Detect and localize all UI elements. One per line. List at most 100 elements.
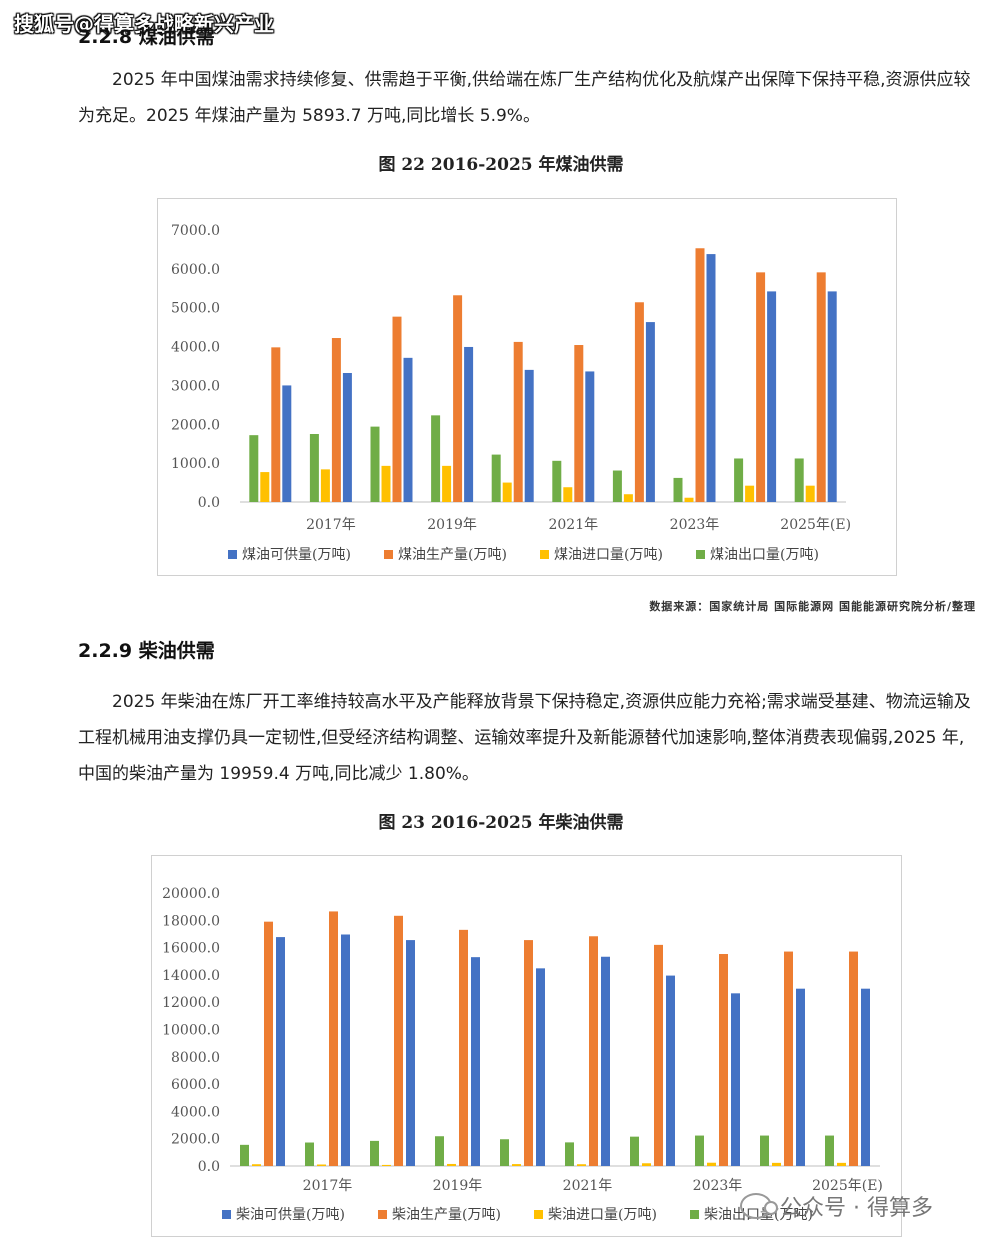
bar-kerosene-s1-c8 [745,485,755,502]
paragraph-kerosene: 2025 年中国煤油需求持续修复、供需趋于平衡,供给端在炼厂生产结构优化及航煤产… [78,70,971,126]
bar-kerosene-s0-c7 [673,477,683,502]
x-tick-label: 2021年 [563,1178,613,1194]
bar-diesel-s1-c7 [707,1162,716,1166]
bar-diesel-s1-c5 [577,1164,586,1166]
x-tick-label: 2019年 [433,1178,483,1194]
bar-kerosene-s3-c4 [524,369,534,502]
bar-diesel-s0-c1 [305,1142,314,1166]
legend-swatch [378,1210,387,1219]
bar-diesel-s1-c9 [837,1162,846,1166]
legend-swatch [534,1210,543,1219]
chart-kerosene-frame: 0.0 1000.0 2000.0 3000.0 4000.0 5000.0 6000.0 7… [157,198,897,576]
bar-diesel-s2-c0 [264,921,273,1166]
bar-diesel-s3-c0 [276,937,285,1166]
y-tick-label: 12000.0 [162,995,220,1011]
bar-kerosene-s1-c7 [684,497,694,502]
bar-diesel-s2-c6 [654,944,663,1166]
bar-diesel-s0-c5 [565,1142,574,1166]
y-tick-label: 4000.0 [171,1104,220,1120]
legend-label: 柴油可供量(万吨) [236,1207,345,1223]
y-tick-label: 6000.0 [171,262,220,278]
y-tick-label: 5000.0 [171,301,220,317]
bar-kerosene-s0-c9 [794,458,804,502]
bar-kerosene-s1-c1 [320,469,330,502]
bar-kerosene-s3-c7 [706,254,716,502]
legend-swatch [228,550,237,559]
y-tick-label: 0.0 [198,1159,220,1175]
bar-kerosene-s1-c0 [260,472,270,502]
legend-label: 煤油可供量(万吨) [242,547,351,563]
legend-swatch [540,550,549,559]
bar-diesel-s0-c9 [825,1135,834,1166]
legend-label: 煤油进口量(万吨) [554,547,663,563]
bar-diesel-s1-c1 [317,1164,326,1166]
bar-kerosene-s0-c3 [431,415,441,502]
y-tick-label: 1000.0 [171,456,220,472]
bar-diesel-s0-c7 [695,1135,704,1166]
y-tick-label: 7000.0 [171,223,220,239]
bar-diesel-s0-c8 [760,1135,769,1166]
bar-kerosene-s3-c9 [827,291,837,502]
bar-diesel-s1-c2 [382,1164,391,1166]
bar-diesel-s1-c4 [512,1164,521,1166]
legend-label: 煤油生产量(万吨) [398,547,507,563]
watermark-top: 搜狐号@得算多战略新兴产业 [14,12,274,36]
y-tick-label: 10000.0 [162,1023,220,1039]
legend-swatch [690,1210,699,1219]
bar-diesel-s0-c0 [240,1144,249,1166]
bar-kerosene-s2-c1 [331,338,341,502]
bar-diesel-s1-c0 [252,1164,261,1166]
bar-diesel-s1-c6 [642,1163,651,1166]
bar-diesel-s3-c3 [471,957,480,1166]
chart-kerosene: 0.0 1000.0 2000.0 3000.0 4000.0 5000.0 6000.0 7… [171,223,851,563]
bar-diesel-s2-c8 [784,951,793,1166]
bar-kerosene-s0-c0 [249,435,259,502]
legend-swatch [222,1210,231,1219]
bar-kerosene-s0-c5 [552,460,562,502]
legend-swatch [384,550,393,559]
bar-kerosene-s3-c3 [464,346,474,502]
bar-kerosene-s0-c2 [370,426,380,502]
bar-diesel-s2-c9 [849,951,858,1166]
legend-label: 柴油进口量(万吨) [548,1207,657,1223]
bar-kerosene-s1-c4 [502,482,512,502]
bar-kerosene-s3-c0 [282,385,292,502]
x-tick-label: 2021年 [548,517,598,533]
bar-diesel-s0-c6 [630,1136,639,1166]
bar-kerosene-s1-c9 [805,485,815,502]
bar-diesel-s2-c3 [459,929,468,1166]
bar-kerosene-s2-c4 [513,341,523,502]
x-tick-label: 2025年(E) [812,1178,883,1194]
bar-diesel-s2-c4 [524,940,533,1166]
y-tick-label: 3000.0 [171,378,220,394]
legend-label: 柴油生产量(万吨) [392,1207,501,1223]
bar-kerosene-s3-c8 [767,291,777,502]
bar-kerosene-s2-c7 [695,248,705,502]
bar-kerosene-s3-c2 [403,357,413,502]
bar-kerosene-s0-c6 [612,470,622,502]
bar-kerosene-s0-c8 [734,458,744,502]
y-tick-label: 20000.0 [162,886,220,902]
bar-kerosene-s2-c0 [271,347,281,502]
wechat-icon [740,1193,778,1219]
chart-diesel-frame: 0.0 2000.0 4000.0 6000.0 8000.0 10000.0 12000.… [151,855,902,1237]
bar-diesel-s0-c4 [500,1139,509,1166]
section-heading-diesel: 2.2.9 柴油供需 [78,640,215,662]
y-tick-label: 14000.0 [162,968,220,984]
bar-kerosene-s2-c3 [453,295,463,502]
bar-diesel-s0-c3 [435,1136,444,1166]
watermark-bottom: 公众号 · 得算多 [740,1190,933,1222]
paragraph-diesel: 2025 年柴油在炼厂开工率维持较高水平及产能释放背景下保持稳定,资源供应能力充… [78,692,971,784]
legend-label: 煤油出口量(万吨) [710,547,819,563]
bar-diesel-s3-c1 [341,934,350,1166]
bar-diesel-s2-c7 [719,954,728,1166]
x-tick-label: 2017年 [303,1178,353,1194]
bar-diesel-s3-c6 [666,975,675,1166]
bar-kerosene-s2-c6 [634,302,644,502]
section-heading-kerosene: 2.2.8 煤油供需 [78,26,215,48]
y-tick-label: 4000.0 [171,340,220,356]
bar-kerosene-s0-c4 [491,454,501,502]
bar-kerosene-s3-c1 [342,372,352,502]
x-tick-label: 2019年 [427,517,477,533]
legend-swatch [696,550,705,559]
